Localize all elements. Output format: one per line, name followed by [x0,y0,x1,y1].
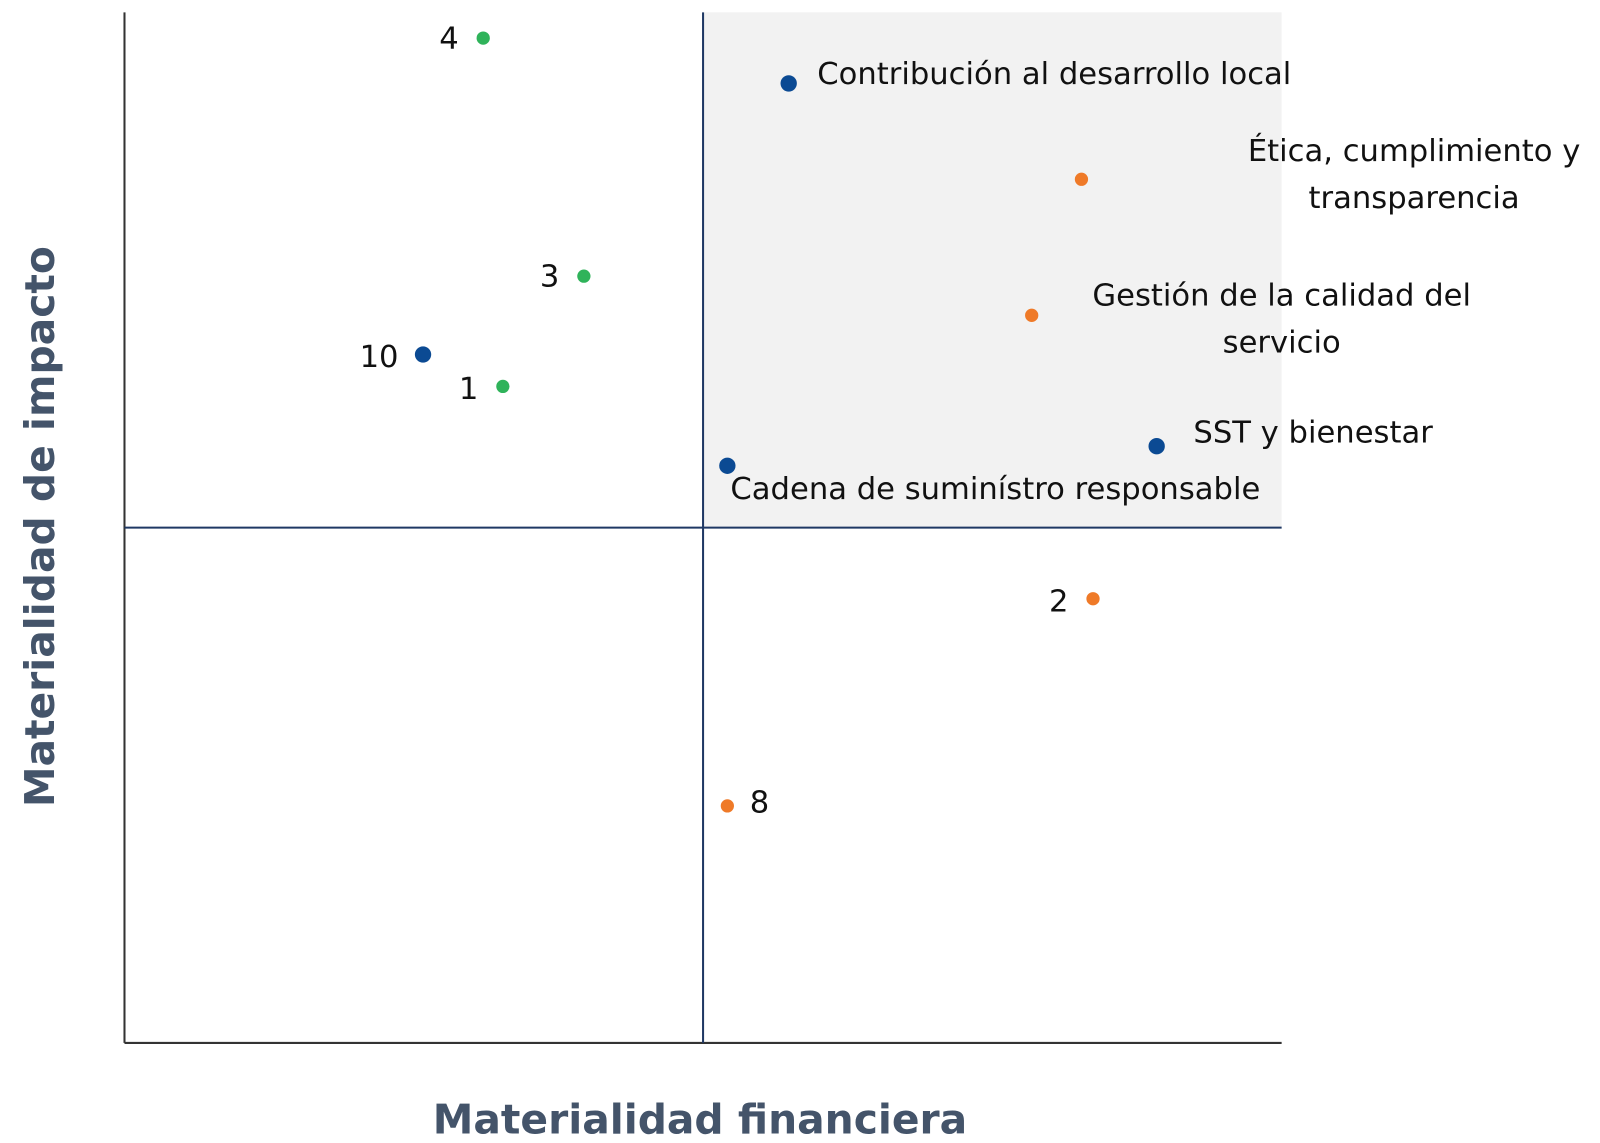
point-label: Contribución al desarrollo local [817,57,1291,92]
point [720,799,734,813]
point-label: SST y bienestar [1193,415,1433,450]
point-label: 8 [750,785,769,820]
point [476,31,490,45]
x-axis-title: Materialidad financiera [433,1096,967,1143]
point [1074,172,1089,186]
point-label: Gestión de la calidad del [1092,278,1471,313]
point-label: servicio [1223,325,1341,360]
point [780,75,797,92]
point [496,379,510,394]
point-label: 10 [360,340,399,375]
point-label: transparencia [1309,181,1520,216]
point-label: 4 [439,22,458,57]
point-label: 2 [1049,584,1068,619]
highlight-quadrant [703,12,1282,528]
point [414,346,432,363]
point-label: Cadena de suminístro responsable [730,472,1260,507]
point [1148,438,1165,455]
point-label: 1 [459,372,478,407]
point-label: Ética, cumplimiento y [1248,133,1581,169]
y-axis-title: Materialidad de impacto [16,246,64,807]
point [577,269,591,283]
point-label: 3 [540,260,559,295]
point [1086,592,1100,606]
point [719,457,736,474]
point [1025,308,1039,322]
